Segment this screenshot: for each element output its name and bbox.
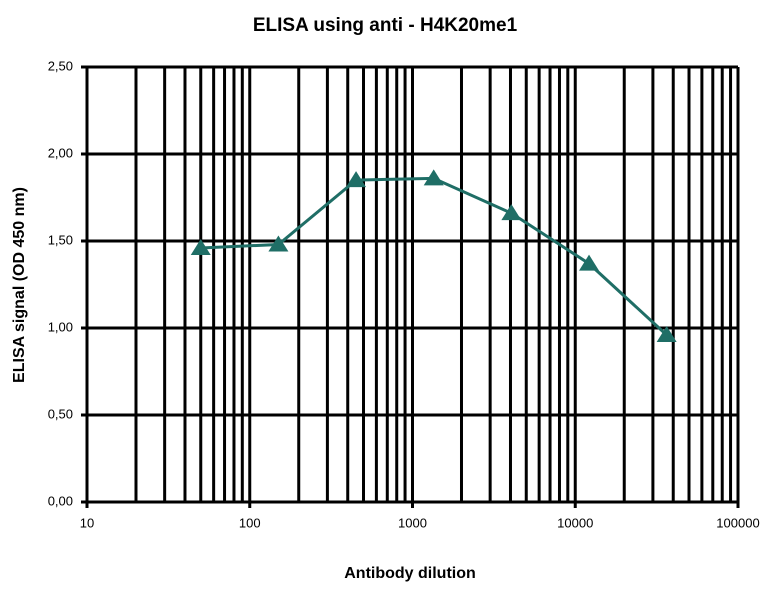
- y-tick-label: 2,50: [48, 58, 73, 73]
- data-marker: [579, 254, 600, 271]
- x-tick-label: 100: [239, 515, 261, 530]
- data-marker: [501, 204, 522, 221]
- y-tick-label: 0,50: [48, 406, 73, 421]
- data-marker: [346, 171, 367, 188]
- x-tick-label: 1000: [398, 515, 427, 530]
- y-axis-label: ELISA signal (OD 450 nm): [11, 187, 28, 383]
- data-marker: [268, 235, 289, 252]
- y-tick-label: 0,00: [48, 493, 73, 508]
- data-marker: [423, 169, 444, 186]
- x-tick-label: 100000: [716, 515, 759, 530]
- y-tick-label: 1,00: [48, 319, 73, 334]
- y-tick-label: 1,50: [48, 232, 73, 247]
- data-marker: [656, 325, 677, 342]
- x-tick-label: 10: [80, 515, 94, 530]
- x-tick-label: 10000: [557, 515, 593, 530]
- x-axis-label: Antibody dilution: [344, 565, 476, 582]
- data-marker: [190, 238, 211, 255]
- y-tick-label: 2,00: [48, 145, 73, 160]
- chart-title: ELISA using anti - H4K20me1: [253, 15, 518, 36]
- data-line: [200, 176, 668, 337]
